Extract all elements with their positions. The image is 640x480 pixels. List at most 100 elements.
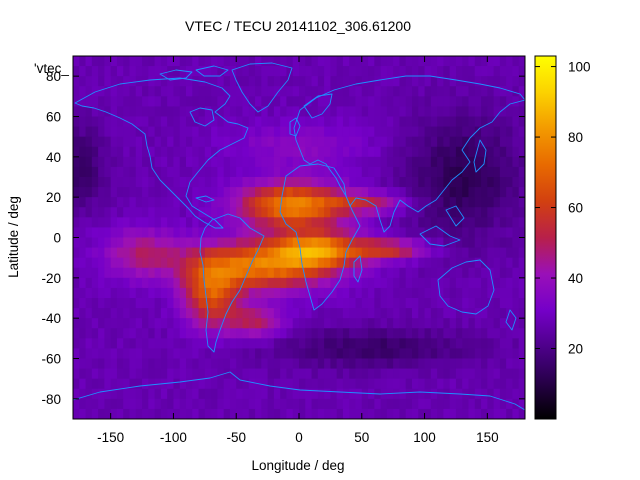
heatmap-cell [186, 398, 193, 410]
heatmap-cell [305, 398, 313, 410]
heatmap-cell [361, 177, 369, 188]
heatmap-cell [223, 388, 231, 400]
heatmap-cell [355, 156, 363, 168]
heatmap-cell [79, 217, 87, 229]
heatmap-cell [361, 106, 369, 118]
heatmap-cell [299, 76, 306, 87]
heatmap-cell [154, 338, 162, 350]
heatmap-cell [455, 287, 463, 299]
heatmap-cell [393, 156, 401, 168]
heatmap-cell [173, 86, 181, 97]
heatmap-cell [474, 338, 482, 350]
heatmap-cell [418, 308, 426, 319]
heatmap-cell [286, 146, 294, 158]
heatmap-cell [242, 277, 250, 289]
heatmap-cell [85, 207, 93, 218]
heatmap-cell [217, 308, 225, 319]
heatmap-cell [468, 408, 476, 419]
heatmap-cell [229, 247, 237, 259]
heatmap-cell [204, 378, 212, 390]
heatmap-cell [242, 56, 250, 67]
heatmap-cell [462, 358, 470, 370]
heatmap-cell [248, 388, 256, 400]
heatmap-cell [91, 348, 99, 360]
heatmap-cell [198, 398, 206, 410]
heatmap-cell [135, 166, 143, 178]
heatmap-cell [255, 237, 262, 249]
heatmap-cell [91, 116, 99, 128]
heatmap-cell [292, 287, 300, 299]
heatmap-cell [487, 197, 495, 208]
heatmap-cell [192, 287, 200, 299]
heatmap-cell [518, 207, 525, 218]
heatmap-cell [386, 106, 394, 118]
heatmap-cell [418, 177, 426, 188]
heatmap-cell [173, 408, 181, 419]
heatmap-cell [129, 257, 137, 269]
heatmap-cell [116, 328, 124, 339]
heatmap-cell [499, 217, 507, 229]
heatmap-cell [104, 338, 112, 350]
heatmap-cell [349, 177, 357, 188]
heatmap-cell [167, 156, 175, 168]
heatmap-cell [204, 348, 212, 360]
heatmap-cell [273, 247, 281, 259]
heatmap-cell [135, 187, 143, 198]
heatmap-cell [349, 368, 357, 380]
heatmap-cell [311, 136, 319, 148]
heatmap-cell [317, 358, 325, 370]
heatmap-cell [198, 388, 206, 400]
heatmap-cell [349, 358, 357, 370]
heatmap-cell [79, 257, 87, 269]
heatmap-cells [73, 56, 525, 419]
heatmap-cell [186, 368, 193, 380]
heatmap-cell [173, 217, 181, 229]
heatmap-cell [455, 136, 463, 148]
heatmap-cell [437, 408, 444, 419]
heatmap-cell [217, 298, 225, 309]
heatmap-cell [160, 166, 168, 178]
heatmap-cell [299, 207, 306, 218]
heatmap-cell [186, 338, 193, 350]
heatmap-cell [305, 388, 313, 400]
heatmap-cell [305, 348, 313, 360]
heatmap-cell [468, 207, 476, 218]
heatmap-cell [204, 318, 212, 329]
heatmap-cell [236, 217, 244, 229]
heatmap-cell [499, 96, 507, 108]
heatmap-cell [223, 277, 231, 289]
heatmap-cell [211, 368, 218, 380]
heatmap-cell [192, 56, 200, 67]
heatmap-cell [142, 146, 149, 158]
heatmap-cell [104, 86, 112, 97]
heatmap-cell [267, 287, 275, 299]
heatmap-cell [123, 247, 131, 259]
heatmap-cell [499, 136, 507, 148]
heatmap-cell [374, 126, 382, 138]
heatmap-cell [336, 308, 344, 319]
heatmap-cell [135, 66, 143, 77]
heatmap-cell [349, 247, 357, 259]
heatmap-cell [399, 126, 407, 138]
heatmap-cell [110, 408, 118, 419]
heatmap-cell [449, 197, 457, 208]
heatmap-cell [374, 217, 382, 229]
heatmap-cell [374, 308, 382, 319]
heatmap-cell [167, 187, 175, 198]
heatmap-cell [305, 298, 313, 309]
heatmap-cell [217, 156, 225, 168]
heatmap-cell [135, 328, 143, 339]
heatmap-cell [261, 217, 269, 229]
heatmap-cell [110, 257, 118, 269]
heatmap-cell [474, 298, 482, 309]
heatmap-cell [512, 217, 520, 229]
heatmap-cell [91, 408, 99, 419]
heatmap-cell [129, 308, 137, 319]
heatmap-cell [474, 76, 482, 87]
heatmap-cell [85, 126, 93, 138]
heatmap-cell [104, 247, 112, 259]
heatmap-cell [292, 257, 300, 269]
heatmap-cell [355, 136, 363, 148]
heatmap-cell [116, 177, 124, 188]
heatmap-cell [412, 388, 419, 400]
